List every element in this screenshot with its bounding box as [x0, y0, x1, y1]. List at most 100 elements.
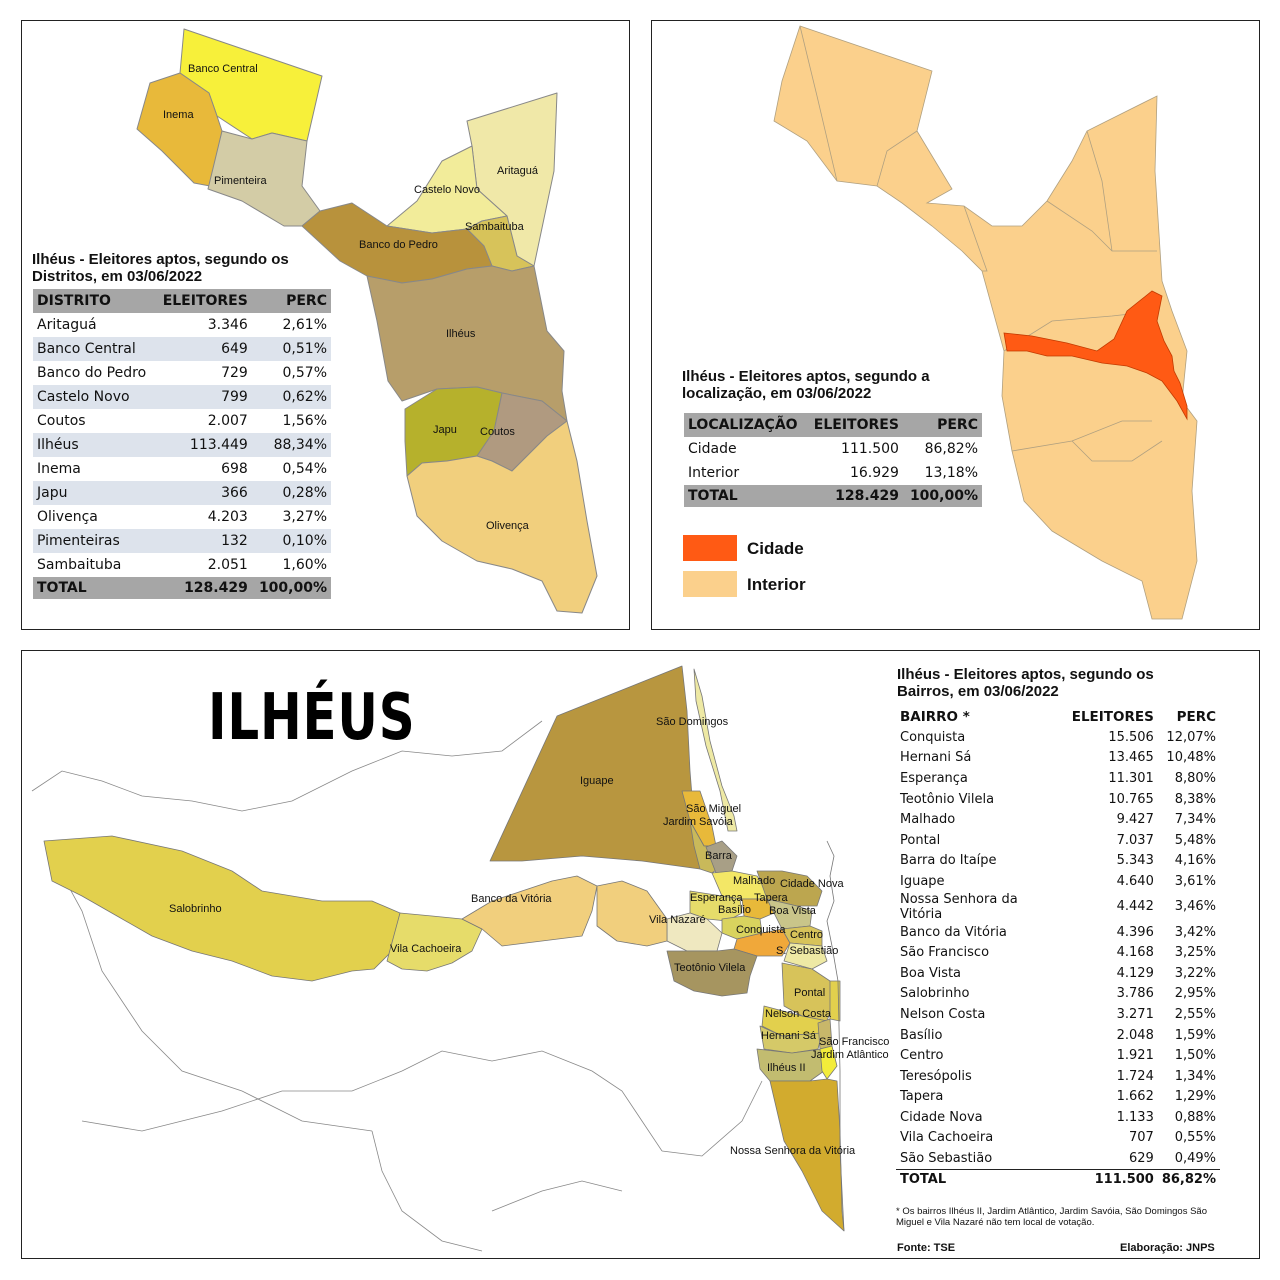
total-perc: 86,82% — [1157, 1169, 1220, 1189]
map-label-jardim-savoia: Jardim Savóia — [663, 816, 734, 828]
table-total-row: TOTAL 128.429 100,00% — [684, 485, 982, 507]
row-eleitores: 698 — [221, 461, 248, 477]
row-eleitores: 15.506 — [1108, 729, 1154, 745]
row-perc: 4,16% — [1174, 853, 1216, 869]
col-perc: PERC — [251, 289, 331, 313]
distritos-rows: Aritaguá 3.346 2,61% Banco Central 649 0,51% B… — [33, 313, 331, 599]
map-label-pontal: Pontal — [794, 987, 825, 999]
bairros-table-title: Ilhéus - Eleitores aptos, segundo os Bai… — [897, 666, 1154, 700]
bairro-iguape — [489, 665, 703, 870]
map-label-vila-nazare: Vila Nazaré — [649, 914, 706, 926]
row-perc: 1,29% — [1174, 1089, 1216, 1105]
outline-south-5 — [661, 1080, 763, 1157]
interior-boundary-3 — [963, 205, 988, 272]
map-label-vila-cachoeira: Vila Cachoeira — [390, 943, 462, 955]
coast-line — [826, 840, 845, 1232]
row-perc: 0,55% — [1174, 1130, 1216, 1146]
bairro-salobrinho — [43, 835, 401, 982]
district-ilheus — [366, 265, 568, 422]
map-label-ilheus: Ilhéus — [446, 328, 476, 340]
table-row: Tapera 1.662 1,29% — [896, 1087, 1220, 1108]
row-name: Banco do Pedro — [37, 365, 147, 381]
table-row: Inema 698 0,54% — [33, 457, 331, 481]
row-perc: 8,38% — [1174, 791, 1216, 807]
row-perc: 0,49% — [1174, 1151, 1216, 1167]
map-label-esperanca: Esperança — [690, 892, 743, 904]
panel-distritos: Banco Central Inema Pimenteira Aritaguá … — [21, 20, 630, 630]
total-label: TOTAL — [33, 577, 155, 599]
row-name: Esperança — [900, 770, 968, 786]
row-name: Japu — [33, 481, 155, 505]
col-eleitores: ELEITORES — [154, 289, 252, 313]
table-row: Sambaituba 2.051 1,60% — [33, 553, 331, 577]
row-name: Teresópolis — [900, 1068, 972, 1084]
row-name: Salobrinho — [900, 986, 970, 1002]
map-label-banco-central: Banco Central — [188, 63, 258, 75]
row-name: Ilhéus — [33, 433, 155, 457]
interior-area — [773, 25, 1198, 620]
row-eleitores: 4.442 — [1116, 899, 1154, 915]
map-label-sao-miguel: São Miguel — [686, 803, 741, 815]
table-row: Cidade 111.500 86,82% — [684, 437, 982, 461]
row-eleitores: 4.129 — [1116, 965, 1154, 981]
row-eleitores: 1.133 — [1116, 1109, 1154, 1125]
row-perc: 10,48% — [1166, 750, 1216, 766]
outline-south-1 — [51, 855, 373, 1132]
map-label-boa-vista: Boa Vista — [769, 905, 817, 917]
row-name: Vila Cachoeira — [900, 1130, 994, 1146]
source-text: Fonte: TSE — [897, 1242, 956, 1254]
bairro-pontal-strip — [829, 980, 841, 1022]
map-label-japu: Japu — [433, 424, 457, 436]
table-row: Pimenteiras 132 0,10% — [33, 529, 331, 553]
row-eleitores: 649 — [154, 337, 252, 361]
row-perc: 7,34% — [1174, 812, 1216, 828]
credit-text: Elaboração: JNPS — [1120, 1242, 1215, 1254]
row-name: Boa Vista — [900, 965, 962, 981]
bairro-vila-cachoeira — [386, 912, 483, 972]
bairro-vila-nazare — [666, 912, 723, 952]
legend-interior-label: Interior — [747, 575, 806, 594]
row-perc: 3,25% — [1174, 945, 1216, 961]
table-row: Teotônio Vilela 10.765 8,38% — [896, 789, 1220, 810]
table-row: São Francisco 4.168 3,25% — [896, 942, 1220, 963]
row-name: Tapera — [900, 1089, 944, 1105]
row-eleitores: 2.007 — [207, 413, 248, 429]
map-label-malhado: Malhado — [733, 875, 775, 887]
table-row: Hernani Sá 13.465 10,48% — [896, 748, 1220, 769]
total-eleitores: 111.500 — [1067, 1169, 1158, 1189]
row-perc: 0,57% — [282, 365, 327, 381]
district-olivenca — [406, 420, 598, 614]
legend-cidade-label: Cidade — [747, 539, 804, 558]
map-label-barra: Barra — [705, 850, 733, 862]
row-eleitores: 4.203 — [207, 509, 248, 525]
legend-cidade-swatch — [683, 535, 737, 561]
table-row: Banco Central 649 0,51% — [33, 337, 331, 361]
row-name: Teotônio Vilela — [900, 791, 995, 807]
legend-interior-swatch — [683, 571, 737, 597]
map-label-inema: Inema — [163, 109, 194, 121]
row-perc: 88,34% — [251, 433, 331, 457]
bairro-nsv — [769, 1078, 845, 1232]
interior-boundary-8 — [1071, 440, 1163, 462]
row-name: Conquista — [900, 729, 966, 745]
row-perc: 3,22% — [1174, 965, 1216, 981]
row-eleitores: 132 — [154, 529, 252, 553]
row-name: Banco da Vitória — [900, 924, 1007, 940]
total-perc: 100,00% — [902, 485, 982, 507]
map-label-salobrinho: Salobrinho — [169, 903, 222, 915]
col-distrito: DISTRITO — [33, 289, 155, 313]
table-row: São Sebastião 629 0,49% — [896, 1148, 1220, 1169]
map-label-basilio: Basílio — [718, 904, 751, 916]
row-eleitores: 729 — [221, 365, 248, 381]
row-eleitores: 9.427 — [1116, 812, 1154, 828]
row-name: Cidade — [688, 441, 737, 457]
interior-boundary-1 — [799, 25, 838, 182]
row-perc: 0,28% — [251, 481, 331, 505]
row-eleitores: 11.301 — [1108, 770, 1154, 786]
row-perc: 1,50% — [1174, 1048, 1216, 1064]
row-perc: 0,54% — [282, 461, 327, 477]
row-perc: 1,60% — [282, 557, 327, 573]
bairros-table: BAIRRO * ELEITORES PERC Conquista 15.506 1… — [896, 707, 1220, 1189]
row-perc: 2,55% — [1174, 1006, 1216, 1022]
row-perc: 0,51% — [251, 337, 331, 361]
